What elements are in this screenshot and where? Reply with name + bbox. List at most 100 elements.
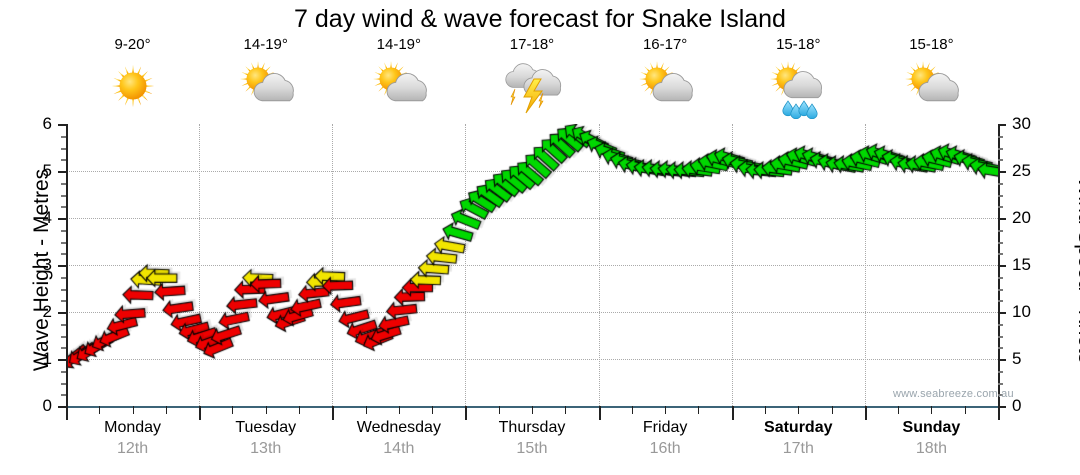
ytick-major-left: [58, 218, 66, 220]
day-date: 15th: [516, 440, 548, 457]
ytick-minor-left: [61, 288, 66, 291]
temperature-range: 16-17°: [642, 36, 688, 53]
ytick-major-right: [998, 312, 1006, 314]
day-header-strip: 9-20° 14-19° 14-19°: [66, 36, 998, 122]
ytick-major-left: [58, 265, 66, 267]
ytick-minor-left: [61, 229, 66, 232]
ytick-minor-left: [61, 394, 66, 397]
ytick-major-left: [58, 124, 66, 126]
ytick-minor-right: [998, 194, 1003, 197]
day-label-tuesday: Tuesday 13th: [199, 418, 332, 468]
xtick-minor: [398, 406, 400, 414]
ytick-minor-left: [61, 276, 66, 279]
ytick-label-left: 1: [42, 349, 52, 368]
xtick-minor: [798, 406, 800, 414]
xtick-minor: [898, 406, 900, 414]
xtick-major: [66, 406, 68, 420]
ytick-minor-right: [998, 229, 1003, 232]
ytick-minor-left: [61, 323, 66, 326]
temperature-range: 14-19°: [243, 36, 288, 53]
ytick-label-left: 2: [42, 302, 52, 321]
day-name: Thursday: [498, 419, 566, 436]
ytick-label-left: 3: [42, 255, 52, 274]
ytick-major-left: [58, 171, 66, 173]
xtick-major: [731, 406, 734, 420]
day-label-monday: Monday 12th: [66, 418, 199, 468]
ytick-minor-left: [61, 159, 66, 162]
day-date: 16th: [649, 440, 681, 457]
xtick-minor: [232, 406, 234, 414]
day-header-tuesday: 14-19°: [199, 36, 332, 122]
xtick-minor: [432, 406, 434, 414]
xtick-minor: [132, 406, 134, 414]
temperature-range: 9-20°: [114, 36, 151, 53]
ytick-label-left: 5: [42, 161, 52, 180]
day-header-saturday: 15-18°: [732, 36, 865, 122]
ytick-minor-left: [61, 347, 66, 350]
ytick-label-right: 5: [1012, 349, 1022, 368]
day-label-wednesday: Wednesday 14th: [332, 418, 465, 468]
temperature-range: 15-18°: [909, 36, 954, 53]
weather-icon-partly-cloudy: [629, 55, 701, 119]
ytick-label-right: 25: [1012, 161, 1031, 180]
day-label-saturday: Saturday 17th: [732, 418, 865, 468]
xtick-minor: [831, 406, 833, 414]
ytick-minor-right: [998, 347, 1003, 350]
day-name: Wednesday: [356, 419, 441, 436]
xtick-minor: [265, 406, 267, 414]
day-name: Sunday: [902, 419, 961, 436]
weather-icon-partly-cloudy: [363, 55, 435, 119]
xtick-minor: [165, 406, 167, 414]
wind-arrow-plot: [66, 124, 998, 406]
xtick-major: [864, 406, 867, 420]
ytick-minor-left: [61, 206, 66, 209]
day-name: Friday: [642, 419, 688, 436]
ytick-major-right: [998, 406, 1006, 408]
weather-icon-thunderstorm: [496, 55, 568, 119]
ytick-minor-left: [61, 135, 66, 138]
xtick-minor: [964, 406, 966, 414]
ytick-minor-right: [998, 335, 1003, 338]
ytick-minor-right: [998, 382, 1003, 385]
xtick-major: [998, 406, 1000, 420]
day-header-thursday: 17-18°: [465, 36, 598, 122]
day-header-wednesday: 14-19°: [332, 36, 465, 122]
temperature-range: 15-18°: [776, 36, 821, 53]
ytick-minor-right: [998, 135, 1003, 138]
temperature-range: 17-18°: [509, 36, 555, 53]
weather-icon-sunny: [97, 55, 169, 119]
day-name: Monday: [104, 419, 162, 436]
ytick-minor-left: [61, 241, 66, 244]
ytick-label-right: 20: [1012, 208, 1031, 227]
weather-icon-partly-cloudy: [230, 55, 302, 119]
ytick-minor-right: [998, 253, 1003, 256]
left-axis-title: Wave Height - Metres: [30, 168, 53, 372]
watermark: www.seabreeze.com.au: [893, 388, 1014, 400]
ytick-label-right: 15: [1012, 255, 1031, 274]
ytick-minor-right: [998, 241, 1003, 244]
xtick-minor: [698, 406, 700, 414]
ytick-minor-right: [998, 206, 1003, 209]
day-header-monday: 9-20°: [66, 36, 199, 122]
ytick-label-right: 10: [1012, 302, 1031, 321]
day-header-sunday: 15-18°: [865, 36, 998, 122]
day-date: 14th: [383, 440, 415, 457]
day-label-strip: Monday 12th Tuesday 13th Wednesday 14th Thursd…: [66, 418, 998, 468]
xtick-minor: [565, 406, 567, 414]
day-label-thursday: Thursday 15th: [465, 418, 598, 468]
day-date: 12th: [117, 440, 149, 457]
day-label-sunday: Sunday 18th: [865, 418, 998, 468]
ytick-minor-left: [61, 370, 66, 373]
ytick-major-right: [998, 218, 1006, 220]
ytick-minor-right: [998, 323, 1003, 326]
xtick-minor: [498, 406, 500, 414]
ytick-minor-right: [998, 276, 1003, 279]
ytick-major-left: [58, 406, 66, 408]
ytick-minor-right: [998, 370, 1003, 373]
weather-icon-sun-rain: [762, 55, 834, 119]
day-name: Tuesday: [235, 419, 297, 436]
page-title: 7 day wind & wave forecast for Snake Isl…: [294, 5, 786, 33]
ytick-minor-left: [61, 382, 66, 385]
xtick-minor: [631, 406, 633, 414]
